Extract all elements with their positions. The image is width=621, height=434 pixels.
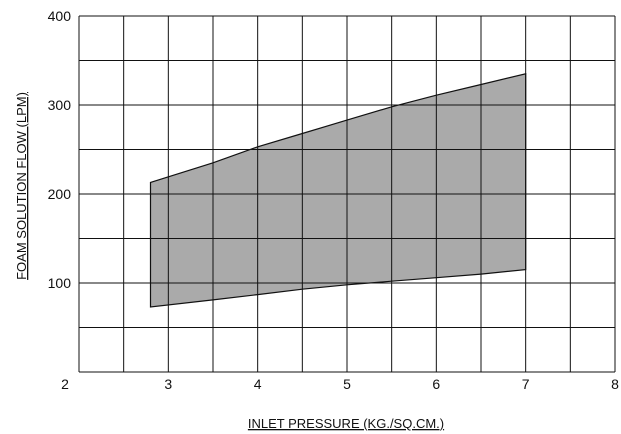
x-tick-label: 5 [343, 376, 351, 392]
y-tick-labels: 100 200 300 400 [48, 8, 72, 291]
grid [78, 15, 616, 373]
x-tick-label: 8 [611, 376, 619, 392]
y-tick-label: 100 [48, 275, 72, 291]
x-tick-label: 3 [164, 376, 172, 392]
flow-band-area-0 [149, 73, 527, 308]
x-axis-label: INLET PRESSURE (KG./SQ.CM.) [248, 416, 444, 431]
y-axis-label: FOAM SOLUTION FLOW (LPM) [14, 92, 29, 280]
flow-range-band [149, 73, 527, 308]
y-tick-label: 400 [48, 8, 72, 24]
x-tick-label: 2 [61, 376, 69, 392]
x-tick-label: 4 [254, 376, 262, 392]
y-tick-label: 300 [48, 97, 72, 113]
y-tick-label: 200 [48, 186, 72, 202]
x-tick-label: 7 [522, 376, 530, 392]
x-tick-label: 6 [432, 376, 440, 392]
x-tick-labels: 2 3 4 5 6 7 8 [61, 376, 619, 392]
